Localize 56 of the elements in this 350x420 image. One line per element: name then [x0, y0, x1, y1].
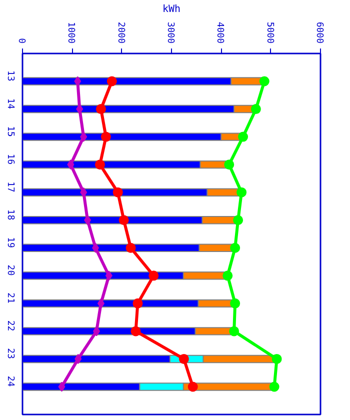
x-tick-label: 4000	[214, 22, 225, 44]
point	[80, 187, 88, 198]
point	[58, 382, 66, 392]
point	[96, 104, 106, 114]
point	[105, 270, 112, 281]
y-tick-label: 16	[5, 154, 15, 165]
x-tick-label: 2000	[115, 22, 126, 44]
x-tick-label: 0	[16, 38, 26, 44]
point	[126, 242, 136, 253]
x-tick-label: 5000	[264, 22, 274, 44]
y-tick-label: 17	[5, 182, 15, 192]
point	[80, 132, 88, 142]
point	[222, 270, 233, 281]
point	[236, 187, 247, 198]
point	[148, 270, 159, 281]
point	[112, 187, 123, 198]
point	[118, 215, 129, 226]
point	[93, 326, 100, 336]
point	[97, 298, 104, 308]
y-tick-label: 15	[5, 126, 15, 137]
point	[188, 382, 198, 392]
y-tick-label: 14	[5, 98, 15, 110]
point	[106, 76, 117, 86]
y-tick-label: 13	[5, 70, 15, 82]
x-tick-label: 6000	[314, 22, 324, 44]
point	[269, 382, 280, 392]
point	[230, 242, 240, 253]
point	[132, 298, 143, 308]
x-axis-title: kWh	[162, 4, 181, 15]
point	[74, 354, 82, 364]
point	[230, 298, 240, 308]
x-tick-label: 1000	[66, 22, 76, 44]
point	[94, 160, 105, 170]
point	[238, 132, 248, 142]
point	[84, 215, 92, 226]
point	[92, 242, 100, 253]
point	[250, 104, 261, 114]
y-tick-label: 19	[5, 237, 15, 248]
point	[224, 160, 234, 170]
point	[233, 215, 244, 226]
y-tick-label: 24	[5, 376, 15, 387]
point	[67, 160, 74, 170]
point	[272, 354, 282, 364]
y-tick-label: 21	[5, 292, 15, 304]
y-tick-label: 22	[5, 320, 15, 332]
point	[76, 104, 84, 114]
x-tick-label: 3000	[165, 22, 175, 44]
point	[130, 326, 141, 336]
point	[100, 132, 111, 142]
point	[259, 76, 270, 86]
y-tick-label: 23	[5, 348, 15, 359]
y-tick-label: 18	[5, 209, 15, 220]
point	[229, 326, 240, 336]
point	[74, 76, 82, 86]
y-tick-label: 20	[5, 264, 15, 276]
point	[178, 354, 189, 364]
